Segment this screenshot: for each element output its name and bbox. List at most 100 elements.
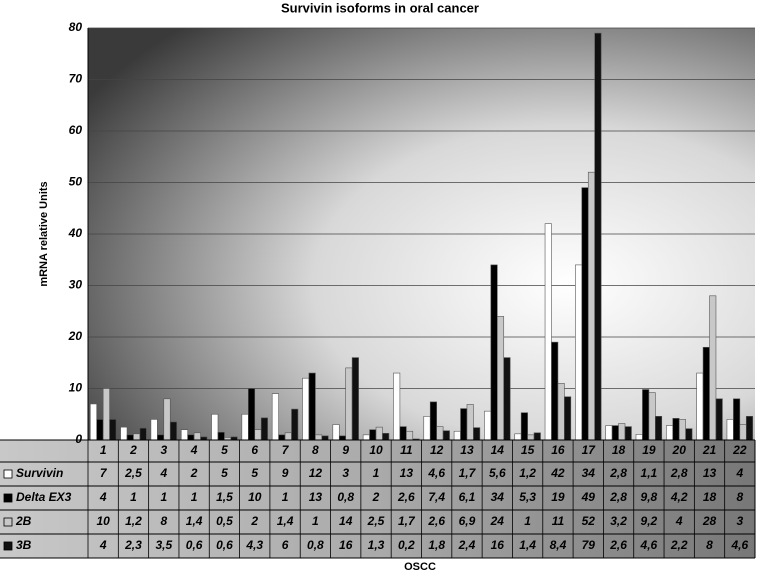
table-cell: 5,6 <box>489 466 506 480</box>
x-tick-label: 10 <box>369 443 383 457</box>
bar <box>369 429 377 441</box>
bar <box>635 434 643 441</box>
table-cell: 1 <box>524 514 531 528</box>
bar <box>291 408 299 441</box>
bar <box>544 223 552 441</box>
bar <box>685 428 693 441</box>
table-cell: 0,8 <box>307 538 324 552</box>
x-tick-label: 12 <box>430 443 444 457</box>
table-cell: 5 <box>221 466 228 480</box>
table-cell: 14 <box>339 514 353 528</box>
bar <box>460 408 468 441</box>
x-tick-label: 11 <box>400 443 413 457</box>
table-cell: 4 <box>675 514 683 528</box>
table-cell: 1 <box>191 490 198 504</box>
bar <box>527 434 535 441</box>
bar <box>423 416 431 441</box>
bar <box>345 367 353 441</box>
bar <box>702 346 710 441</box>
x-tick-label: 14 <box>491 443 505 457</box>
bar <box>429 401 437 441</box>
table-cell: 1,4 <box>519 538 536 552</box>
table-cell: 1,8 <box>428 538 445 552</box>
bar <box>302 377 310 441</box>
table-background <box>0 440 755 558</box>
bar <box>120 426 128 441</box>
y-tick-label: 40 <box>68 226 83 240</box>
table-cell: 0,2 <box>398 538 415 552</box>
table-cell: 1,5 <box>216 490 233 504</box>
bar <box>248 388 256 441</box>
table-cell: 0,5 <box>216 514 233 528</box>
bar <box>564 396 572 441</box>
table-cell: 6 <box>282 538 289 552</box>
table-cell: 1,4 <box>277 514 294 528</box>
y-tick-label: 80 <box>69 20 83 34</box>
table-cell: 7 <box>100 466 108 480</box>
bar <box>611 425 619 441</box>
bar <box>211 413 219 441</box>
table-cell: 42 <box>550 466 565 480</box>
bar <box>678 419 686 441</box>
x-tick-label: 19 <box>642 443 656 457</box>
table-cell: 1 <box>312 514 319 528</box>
x-tick-label: 5 <box>221 443 228 457</box>
table-cell: 2,4 <box>458 538 476 552</box>
table-cell: 79 <box>582 538 596 552</box>
x-tick-label: 21 <box>702 443 717 457</box>
table-cell: 0,8 <box>337 490 354 504</box>
table-cell: 5,3 <box>519 490 536 504</box>
table-cell: 0,6 <box>186 538 203 552</box>
bar <box>133 433 141 441</box>
bar <box>503 357 511 441</box>
bar <box>109 419 117 441</box>
x-tick-label: 16 <box>551 443 565 457</box>
table-cell: 34 <box>491 490 505 504</box>
table-cell: 1 <box>373 466 380 480</box>
bar <box>739 424 747 441</box>
table-cell: 2,8 <box>670 466 688 480</box>
legend-label: 3B <box>16 538 32 552</box>
bar <box>551 341 559 441</box>
bar <box>308 372 316 441</box>
bar <box>624 426 632 441</box>
table-cell: 3 <box>342 466 349 480</box>
bar <box>382 433 390 441</box>
table-cell: 28 <box>702 514 717 528</box>
bar <box>484 410 492 441</box>
bar <box>89 403 98 441</box>
table-cell: 10 <box>248 490 262 504</box>
table-cell: 1 <box>282 490 289 504</box>
table-cell: 5 <box>251 466 258 480</box>
table-cell: 4,6 <box>427 466 445 480</box>
x-tick-label: 15 <box>521 443 535 457</box>
x-axis-label: OSCC <box>404 561 436 573</box>
legend-label: Delta EX3 <box>16 490 72 504</box>
table-cell: 8,4 <box>550 538 567 552</box>
bar <box>709 295 717 441</box>
table-cell: 4 <box>159 466 167 480</box>
bar <box>163 398 171 441</box>
table-cell: 4 <box>735 466 743 480</box>
bar <box>490 264 498 441</box>
y-tick-label: 60 <box>69 123 83 137</box>
table-cell: 10 <box>96 514 110 528</box>
legend-swatch <box>3 493 13 503</box>
table-cell: 2,8 <box>609 490 627 504</box>
bar <box>473 427 481 441</box>
bar <box>642 389 650 441</box>
y-tick-label: 20 <box>68 329 83 343</box>
bar <box>581 187 589 441</box>
table-cell: 2,6 <box>609 538 627 552</box>
table-cell: 4 <box>99 538 107 552</box>
table-cell: 49 <box>581 490 596 504</box>
x-tick-label: 13 <box>460 443 474 457</box>
table-cell: 9,2 <box>641 514 658 528</box>
table-cell: 4 <box>99 490 107 504</box>
y-tick-label: 70 <box>69 72 83 86</box>
table-cell: 16 <box>491 538 505 552</box>
bar <box>315 434 323 441</box>
bar <box>648 392 656 441</box>
bar <box>254 429 262 441</box>
table-cell: 1 <box>130 490 137 504</box>
